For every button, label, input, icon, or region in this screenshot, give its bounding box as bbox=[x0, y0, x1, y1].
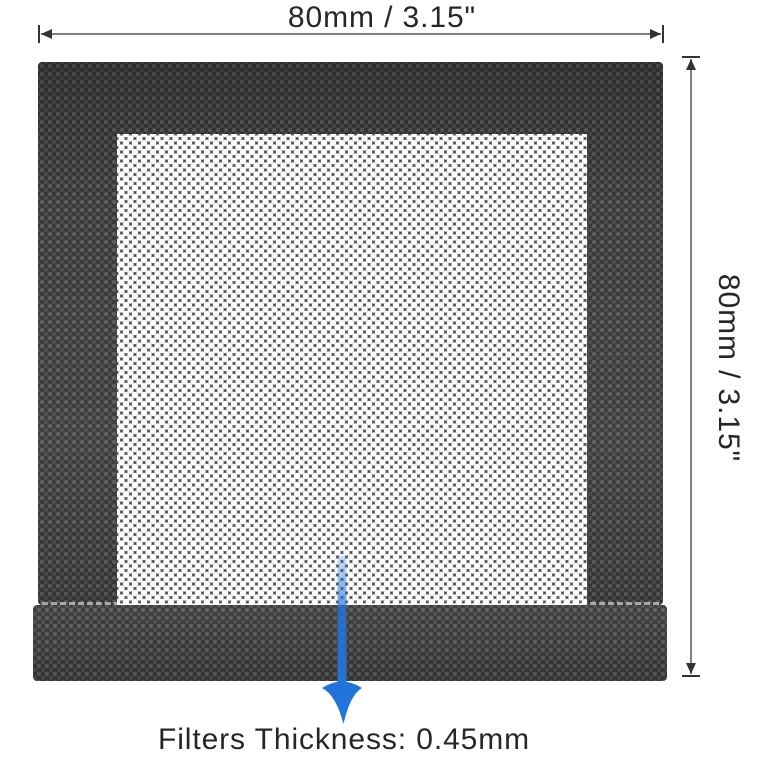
left-arrowhead-icon bbox=[41, 29, 52, 39]
dimension-tick bbox=[662, 25, 664, 43]
mesh-filter-bottom-strip bbox=[33, 605, 667, 681]
thickness-down-arrow-icon bbox=[322, 556, 362, 724]
dimension-tick bbox=[682, 56, 700, 58]
down-arrowhead-icon bbox=[686, 663, 696, 674]
width-dimension-line bbox=[38, 25, 664, 43]
up-arrowhead-icon bbox=[686, 59, 696, 70]
frame-seam-line bbox=[42, 602, 659, 605]
dimension-line bbox=[690, 59, 692, 674]
thickness-label: Filters Thickness: 0.45mm bbox=[157, 723, 531, 756]
height-dimension-line bbox=[682, 56, 700, 677]
height-label: 80mm / 3.15" bbox=[712, 273, 745, 463]
width-label: 80mm / 3.15" bbox=[287, 1, 477, 34]
mesh-filter-inner-screen bbox=[117, 134, 587, 605]
dimension-tick bbox=[682, 675, 700, 677]
dimension-line bbox=[41, 33, 661, 35]
dimension-tick bbox=[38, 25, 40, 43]
right-arrowhead-icon bbox=[650, 29, 661, 39]
